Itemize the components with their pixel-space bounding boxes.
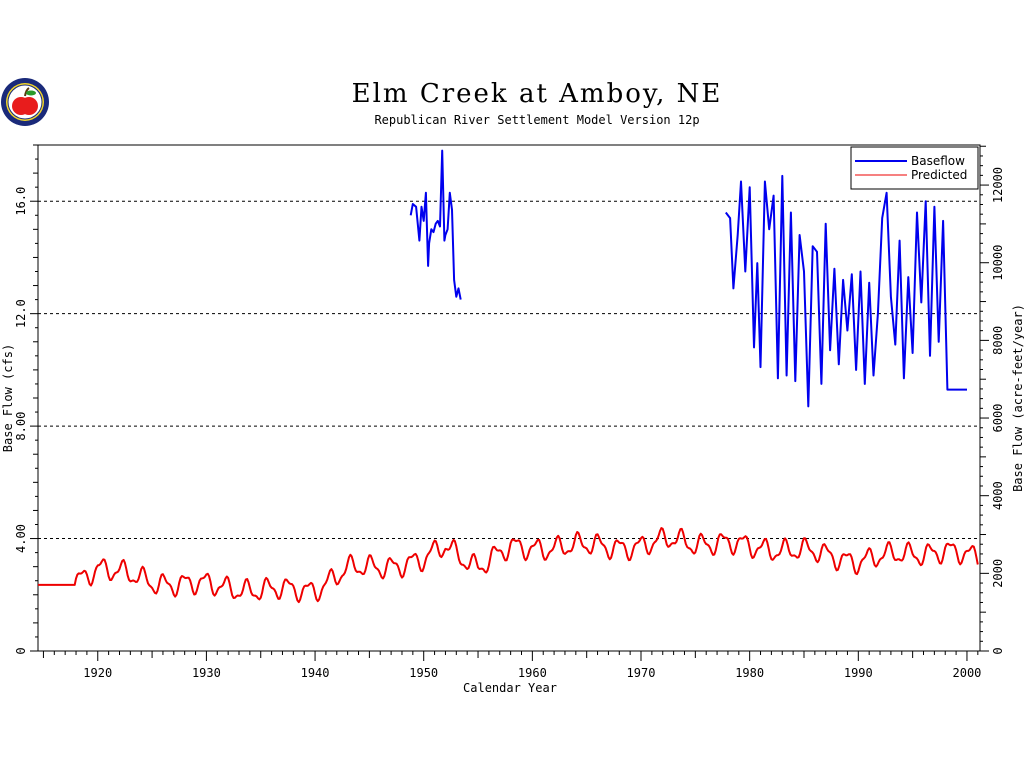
y-axis-left: 0 4.00 8.00 12.0 16.0 xyxy=(14,187,28,655)
y-right-tick-label: 10000 xyxy=(991,245,1005,281)
y-tick-label: 0 xyxy=(14,647,28,654)
chart-title: Elm Creek at Amboy, NE xyxy=(352,79,723,109)
y-right-tick-label: 0 xyxy=(991,647,1005,654)
y-tick-label: 16.0 xyxy=(14,187,28,216)
y-right-tick-label: 8000 xyxy=(991,326,1005,355)
baseflow-line-segment xyxy=(725,174,967,408)
predicted-line xyxy=(38,527,979,604)
x-axis: 1920 1930 1940 1950 1960 1970 1980 1990 … xyxy=(83,666,981,680)
plot-border xyxy=(37,144,981,652)
x-tick-label: 2000 xyxy=(953,666,982,680)
grid-lines xyxy=(38,200,980,540)
y-axis-right-label: Base Flow (acre-feet/year) xyxy=(1011,304,1024,492)
minor-ticks xyxy=(30,144,989,661)
apple-seal-logo-icon xyxy=(1,78,49,126)
x-tick-label: 1990 xyxy=(844,666,873,680)
y-right-tick-label: 12000 xyxy=(991,167,1005,203)
legend-label-baseflow: Baseflow xyxy=(911,154,965,168)
x-axis-label: Calendar Year xyxy=(463,681,557,695)
y-right-tick-label: 6000 xyxy=(991,404,1005,433)
series-layer xyxy=(38,149,979,604)
y-axis-right: 0 2000 4000 6000 8000 10000 12000 xyxy=(991,167,1005,655)
x-tick-label: 1960 xyxy=(518,666,547,680)
x-tick-label: 1950 xyxy=(409,666,438,680)
y-right-tick-label: 4000 xyxy=(991,481,1005,510)
y-tick-label: 4.00 xyxy=(14,524,28,553)
legend-box xyxy=(850,146,979,190)
baseflow-line-segment xyxy=(409,149,462,300)
x-tick-label: 1930 xyxy=(192,666,221,680)
y-axis-label: Base Flow (cfs) xyxy=(1,344,15,452)
plot-frame xyxy=(37,144,981,652)
y-tick-label: 8.00 xyxy=(14,412,28,441)
legend: Baseflow Predicted xyxy=(850,146,979,190)
y-right-tick-label: 2000 xyxy=(991,559,1005,588)
x-tick-label: 1940 xyxy=(301,666,330,680)
chart-subtitle: Republican River Settlement Model Versio… xyxy=(374,113,699,127)
y-tick-label: 12.0 xyxy=(14,299,28,328)
x-tick-label: 1980 xyxy=(735,666,764,680)
x-tick-label: 1970 xyxy=(627,666,656,680)
x-tick-label: 1920 xyxy=(83,666,112,680)
legend-label-predicted: Predicted xyxy=(911,168,967,182)
